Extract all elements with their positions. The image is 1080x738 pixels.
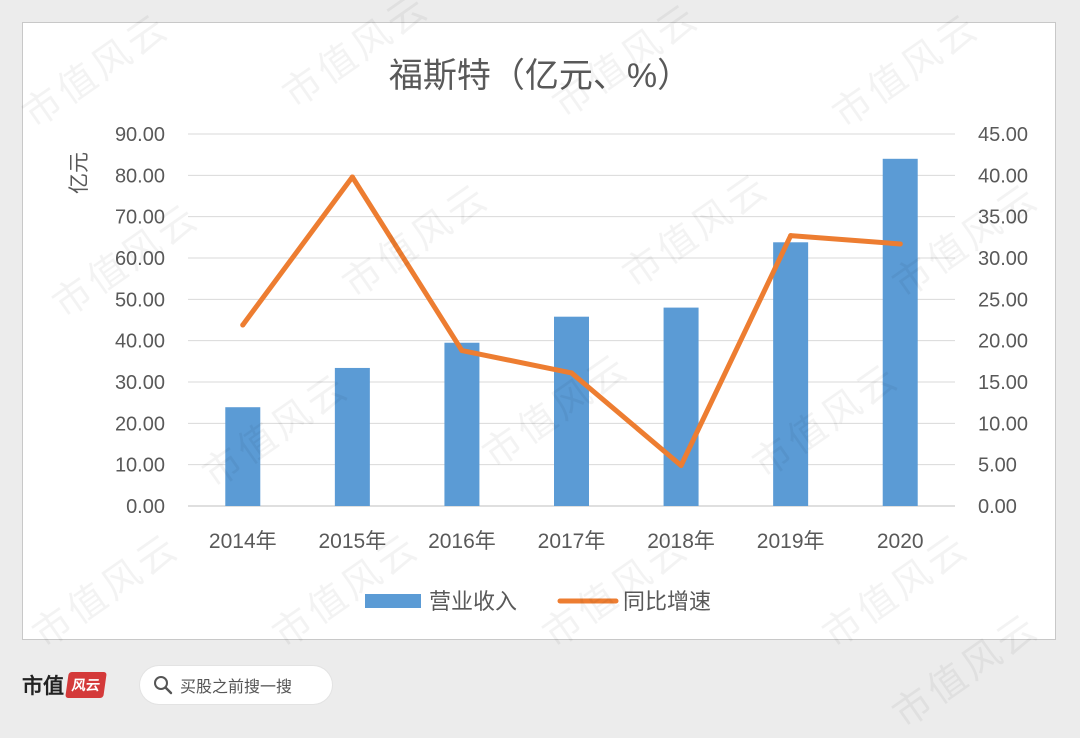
y-left-tick-label: 0.00 (126, 496, 165, 518)
brand-name: 市值 (22, 674, 64, 698)
y-left-tick-label: 20.00 (115, 413, 165, 435)
y-right-tick-label: 10.00 (978, 413, 1028, 435)
y-axis-title: 亿元 (68, 152, 91, 194)
footer-bar: 市值 风云 买股之前搜一搜 (0, 650, 1080, 718)
legend-bar-swatch (365, 594, 421, 608)
y-right-tick-label: 0.00 (978, 496, 1017, 518)
y-left-tick-label: 40.00 (115, 331, 165, 353)
bar (882, 158, 918, 507)
bar (663, 307, 699, 506)
line-point (569, 370, 574, 376)
y-left-tick-label: 10.00 (115, 455, 165, 477)
chart-title: 福斯特（亿元、%） (389, 57, 691, 95)
search-placeholder: 买股之前搜一搜 (180, 677, 293, 696)
bar (773, 242, 809, 506)
y-right-tick-label: 45.00 (978, 124, 1028, 146)
y-right-tick-label: 35.00 (978, 207, 1028, 229)
y-left-tick-label: 90.00 (115, 124, 165, 146)
line-point (459, 348, 465, 354)
bar (225, 407, 261, 506)
brand-stamp: 风云 (65, 672, 107, 698)
line-point (678, 462, 684, 468)
y-left-tick-label: 80.00 (115, 165, 165, 187)
search-icon (154, 676, 173, 695)
legend-line-label: 同比增速 (623, 589, 711, 614)
legend-bar-label: 营业收入 (429, 589, 517, 614)
y-left-tick-label: 60.00 (115, 248, 165, 270)
x-tick-label: 2015年 (318, 530, 386, 553)
line-point (788, 233, 794, 239)
y-right-tick-label: 30.00 (978, 248, 1028, 270)
chart-frame: 福斯特（亿元、%） 亿元 0.00 10.00 20.00 30.00 40.00 50.00… (22, 22, 1056, 640)
line-point (897, 241, 903, 247)
brand-logo[interactable]: 市值 风云 (22, 668, 107, 702)
y-left-tick-label: 30.00 (115, 372, 165, 394)
line-point (240, 322, 246, 328)
line-point (349, 174, 355, 180)
y-right-tick-label: 15.00 (978, 372, 1028, 394)
y-right-tick-label: 20.00 (978, 331, 1028, 353)
x-tick-label: 2016年 (428, 530, 496, 553)
chart-svg: 福斯特（亿元、%） 亿元 0.00 10.00 20.00 30.00 40.00 50.00… (68, 57, 1028, 614)
bar (554, 316, 589, 506)
bar (444, 342, 480, 506)
y-left-tick-label: 50.00 (115, 289, 165, 311)
x-tick-label: 2014年 (209, 530, 277, 553)
x-tick-label: 2020 (877, 530, 924, 553)
y-right-tick-label: 5.00 (978, 455, 1017, 477)
x-tick-label: 2017年 (538, 530, 606, 553)
y-left-tick-label: 70.00 (115, 207, 165, 229)
x-tick-label: 2018年 (647, 530, 715, 553)
y-right-tick-label: 40.00 (978, 165, 1028, 187)
y-right-tick-label: 25.00 (978, 289, 1028, 311)
x-tick-label: 2019年 (757, 530, 825, 553)
bar (334, 367, 370, 506)
search-bar[interactable]: 买股之前搜一搜 (140, 666, 332, 704)
